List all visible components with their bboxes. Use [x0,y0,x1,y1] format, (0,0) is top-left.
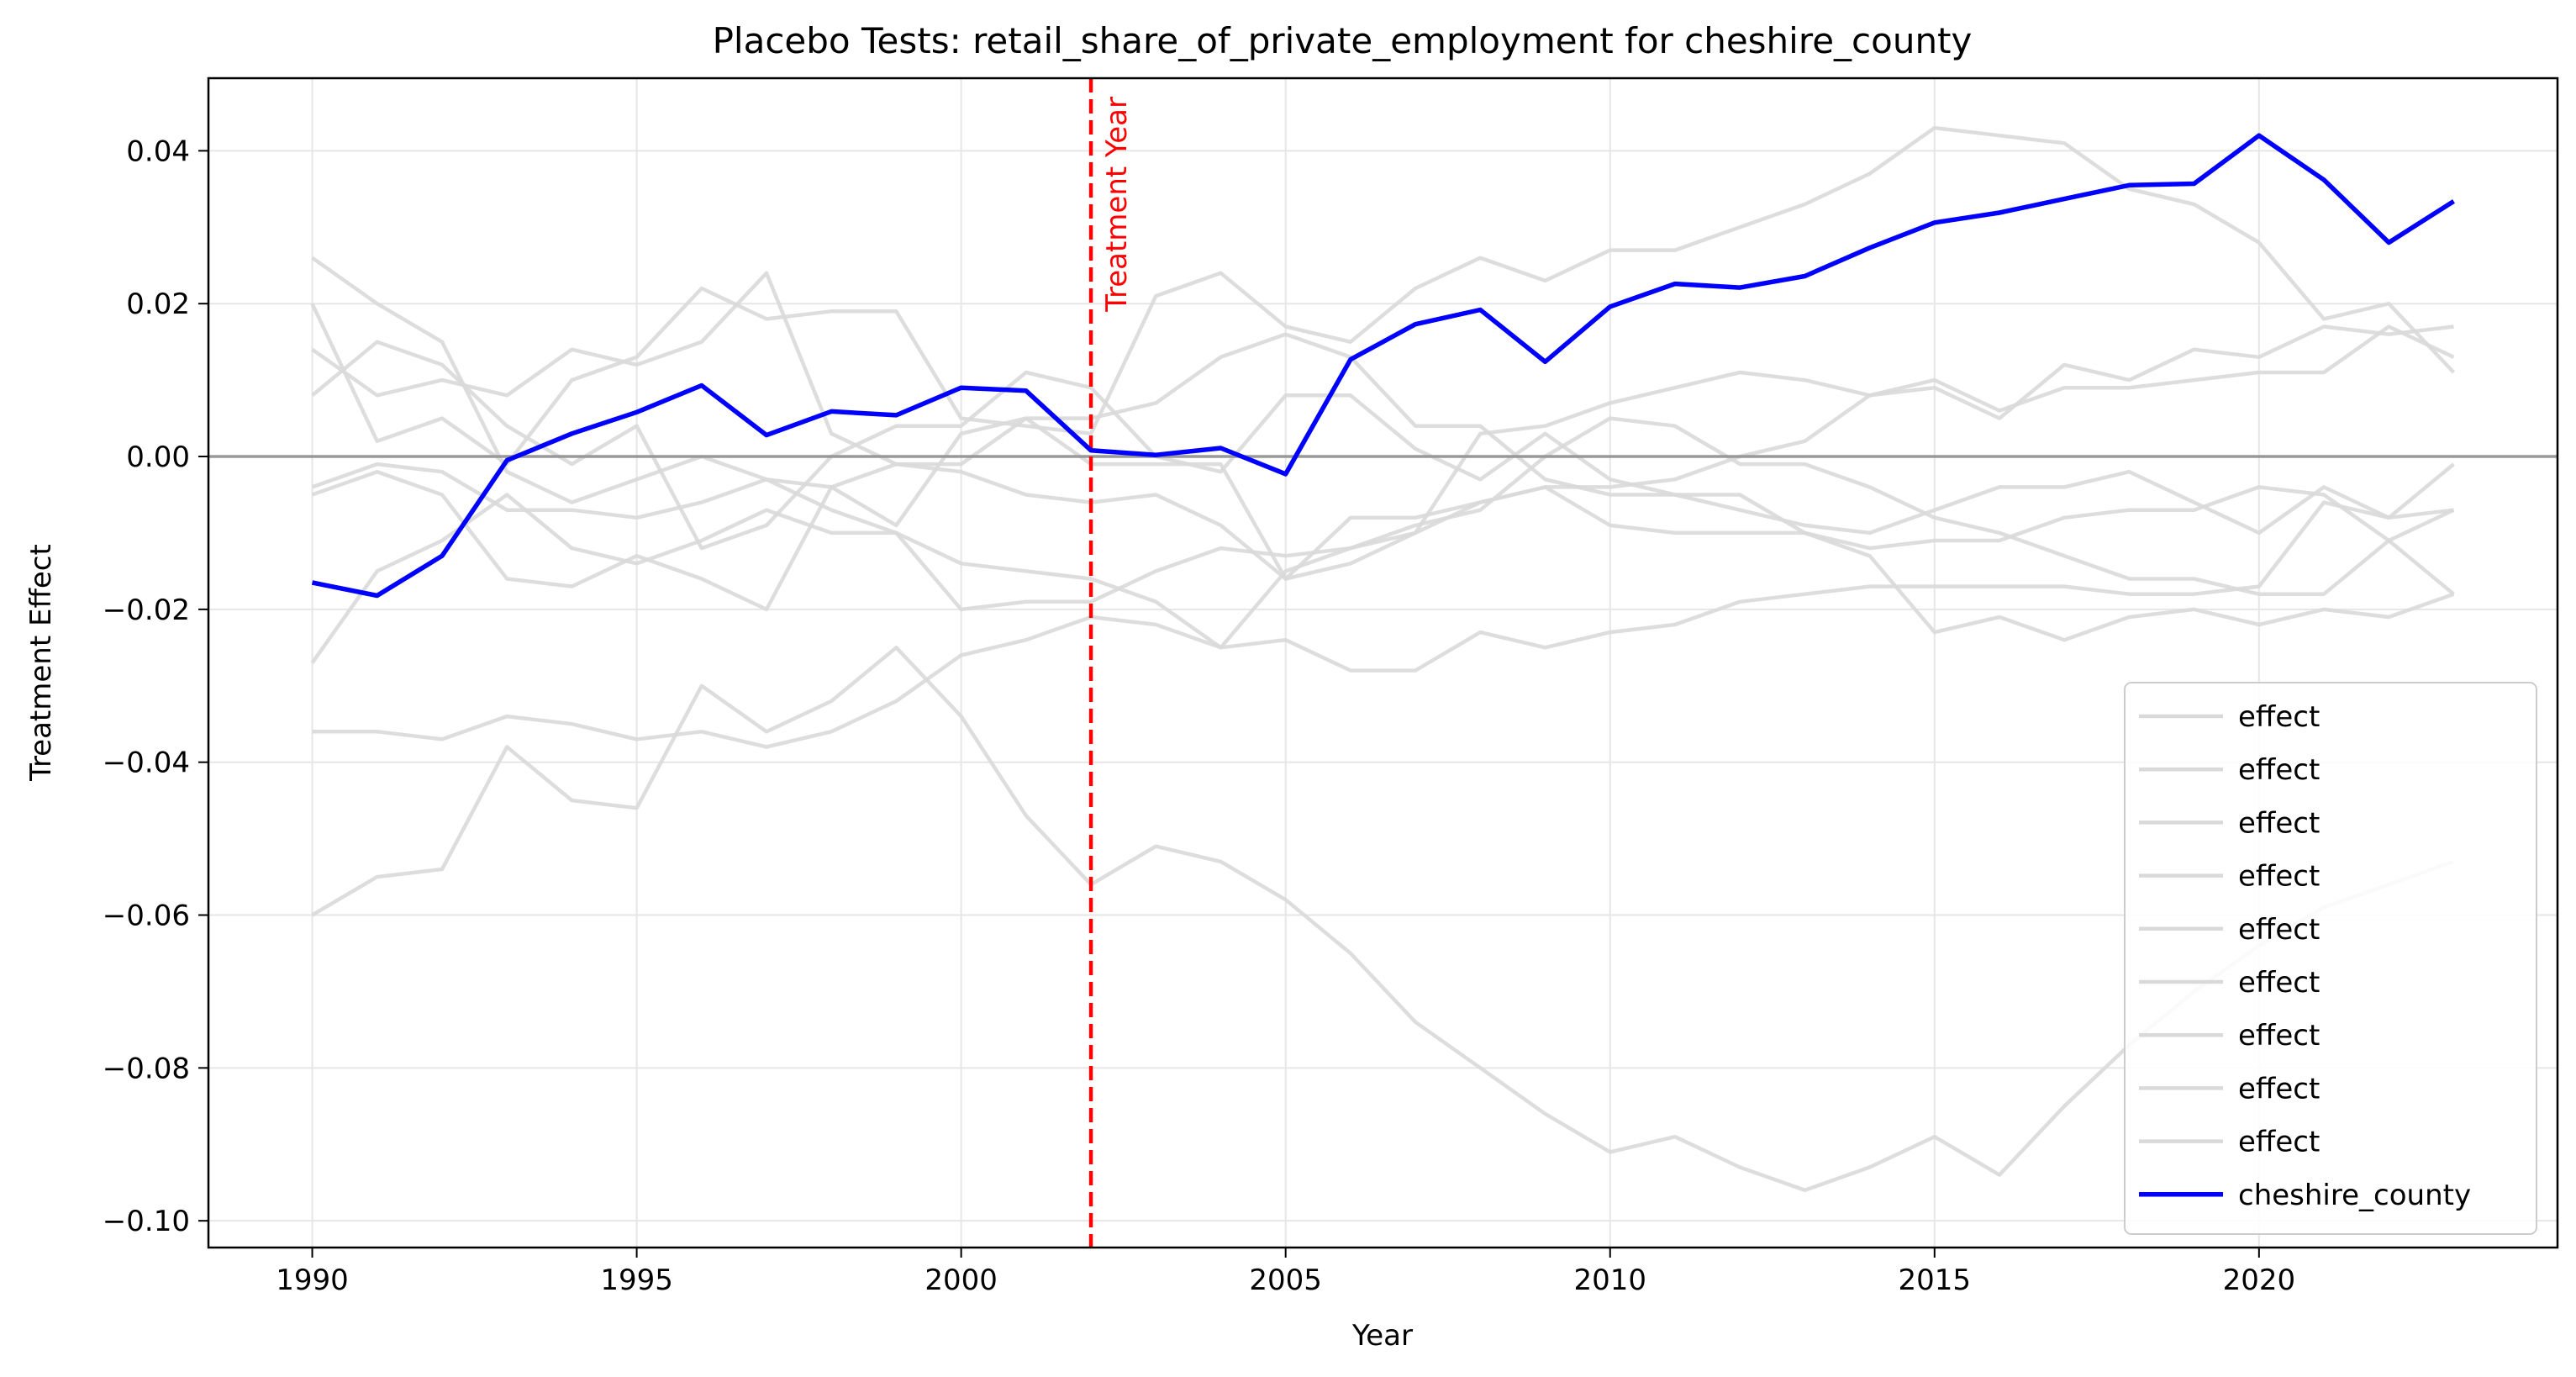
series-line-placebo-5 [311,324,2455,581]
legend-label: effect [2238,753,2320,787]
x-axis-label: Year [1351,1319,1413,1353]
y-tick-label: −0.04 [103,747,190,780]
series-line-placebo-6 [311,462,2455,642]
x-axis: 1990 1995 2000 2005 2010 2015 2020 [276,1248,2295,1297]
legend-label: effect [2238,1019,2320,1053]
legend-label: effect [2238,1072,2320,1105]
legend-label: effect [2238,1126,2320,1159]
series-line-placebo-4 [311,340,2455,551]
legend-label: cheshire_county [2238,1179,2471,1212]
x-tick-label: 2010 [1573,1264,1646,1297]
legend-box [2124,682,2537,1235]
y-tick-label: 0.00 [126,441,190,474]
legend: effect effect effect effect effect effect effe… [2124,682,2537,1235]
treatment-year-label: Treatment Year [1100,97,1134,313]
legend-label: effect [2238,913,2320,947]
y-tick-label: −0.06 [103,900,190,933]
legend-label: effect [2238,806,2320,840]
legend-label: effect [2238,700,2320,734]
x-tick-label: 1990 [276,1264,349,1297]
series-line-placebo-7 [310,416,2455,664]
y-tick-label: 0.02 [126,288,190,321]
series-line-placebo-3 [311,271,2454,536]
y-axis: 0.04 0.02 0.00 −0.02 −0.04 −0.06 −0.08 −0.10 [103,135,208,1238]
series-line-placebo-9 [311,646,2455,1193]
x-tick-label: 1995 [600,1264,673,1297]
series-line-placebo-8 [312,462,2455,749]
x-tick-label: 2005 [1249,1264,1322,1297]
chart-title: Placebo Tests: retail_share_of_private_e… [713,20,1973,61]
series-line-cheshire-county [311,133,2455,599]
x-tick-label: 2000 [925,1264,998,1297]
y-axis-label: Treatment Effect [24,544,58,782]
legend-label: effect [2238,860,2320,894]
treated-series [311,133,2455,599]
y-tick-label: −0.10 [103,1205,190,1238]
y-tick-label: −0.02 [103,594,190,627]
x-tick-label: 2015 [1899,1264,1972,1297]
placebo-lines [310,125,2456,1193]
series-line-placebo-1 [311,256,2454,650]
plot-frame [207,76,2559,1249]
y-tick-label: 0.04 [126,135,190,168]
x-tick-label: 2020 [2223,1264,2296,1297]
y-tick-label: −0.08 [103,1052,190,1085]
legend-label: effect [2238,966,2320,1000]
series-line-placebo-2 [310,125,2456,467]
